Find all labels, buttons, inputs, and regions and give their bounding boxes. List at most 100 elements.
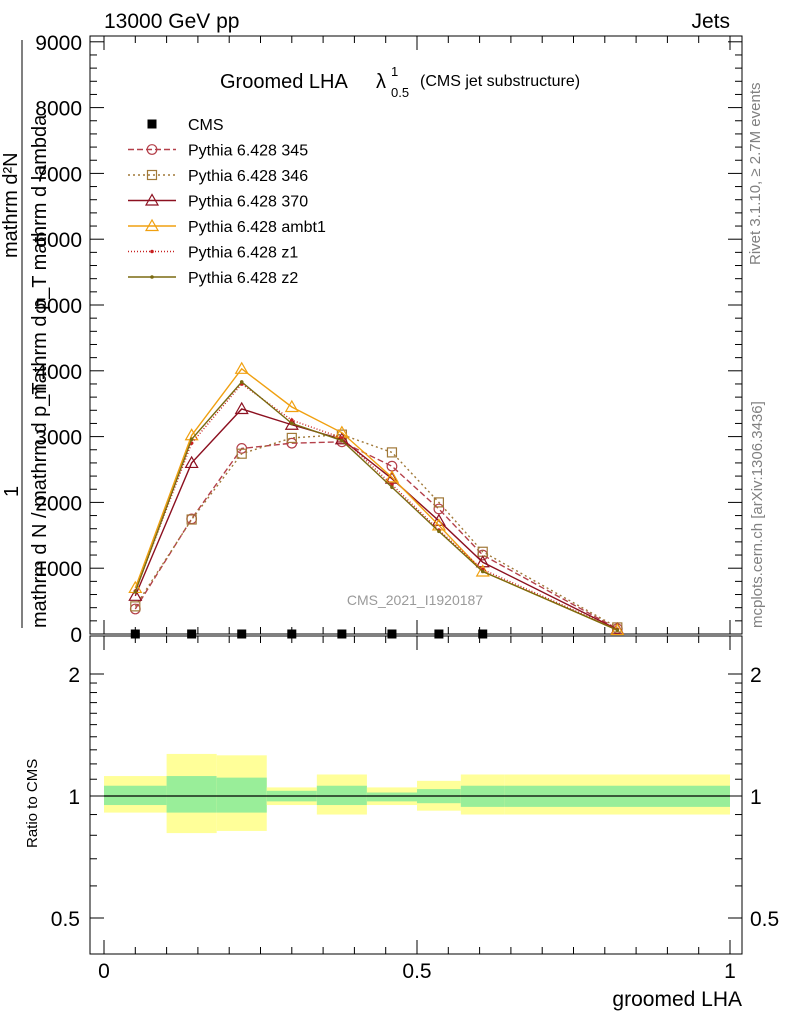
ratio-band-inner [216,777,267,813]
x-axis-label: groomed LHA [612,988,742,1011]
xtick-label: 1 [724,960,736,983]
data-point [284,399,299,413]
ratio-band-inner [366,792,417,802]
ratio-bands [104,753,730,834]
title-note: (CMS jet substructure) [420,73,580,90]
data-point [340,438,344,443]
data-point [334,432,349,445]
main-ytick-label: 2000 [35,492,82,515]
data-point [390,485,394,490]
legend-label: Pythia 6.428 345 [188,143,308,160]
main-ytick-label: 4000 [35,361,82,384]
title-main: Groomed LHA [220,71,348,93]
series-cms [130,629,488,639]
legend-label: Pythia 6.428 z1 [188,245,298,262]
series-pythia-6-428-z2 [133,380,620,632]
ylabel-denominator: mathrm d N / mathrm d p_T [29,382,51,628]
ratio-ytick-label: 1 [68,786,80,809]
ylabel-numerator: mathrm d²N [0,152,22,258]
legend-label: CMS [188,117,224,134]
legend-marker [150,275,154,279]
main-plot-frame [89,35,743,635]
legend-marker [144,218,160,232]
data-point [434,629,444,639]
data-point [384,470,399,483]
legend-entry: Pythia 6.428 z1 [128,245,298,262]
ratio-ytick-label-right: 0.5 [750,908,779,931]
data-point [615,628,620,632]
data-point [239,380,244,384]
data-point [290,421,294,426]
series-line [134,367,618,631]
ratio-band-inner [104,785,167,806]
legend-marker [144,193,160,206]
ratio-ytick-label-right: 2 [750,664,762,687]
main-ytick-label: 3000 [35,427,82,450]
main-ytick-label: 5000 [35,295,82,318]
xtick-label: 0 [98,960,110,983]
main-ytick-label: 0 [70,624,82,647]
title-superscript: 1 [391,64,398,79]
legend-entry: Pythia 6.428 346 [128,168,308,185]
analysis-watermark: CMS_2021_I1920187 [347,592,483,608]
data-point [186,514,197,525]
data-point [475,555,490,568]
data-point [437,529,441,534]
legend-entry: CMS [147,117,224,134]
legend-entry: Pythia 6.428 z2 [128,270,298,287]
main-series-group [128,361,625,639]
title-subscript: 0.5 [391,85,409,100]
ratio-ytick-label: 0.5 [51,908,80,931]
data-point [478,629,488,639]
ratio-ytick-label-right: 1 [750,786,762,809]
data-point [386,460,398,472]
data-point [234,401,249,415]
data-point [290,418,294,422]
data-point [128,588,143,601]
legend: CMS Pythia 6.428 345 Pythia 6.428 346 Pythi… [128,117,326,287]
legend-entry: Pythia 6.428 ambt1 [128,218,326,236]
legend-label: Pythia 6.428 ambt1 [188,219,326,236]
legend-label: Pythia 6.428 346 [188,168,308,185]
ylabel-numerator-denominator: mathrm d p_T mathrm d lambda [29,114,51,400]
legend-label: Pythia 6.428 z2 [188,270,298,287]
ratio-band-inner [166,776,217,813]
legend-entry: Pythia 6.428 370 [128,193,308,211]
main-ylabel: 1 mathrm d N / mathrm d p_T mathrm d²N m… [0,40,51,628]
ratio-plot-frame [89,635,743,955]
data-point [237,629,247,639]
data-point [130,629,140,639]
data-point [337,629,347,639]
main-ytick-label: 1000 [35,558,82,581]
ratio-band-inner [316,785,367,806]
rivet-label: Rivet 3.1.10, ≥ 2.7M events [747,83,764,266]
main-ytick-label: 8000 [35,98,82,121]
series-line [134,433,618,629]
ratio-axis-ticks: 0.5 0.5 1 1 2 2 0 0.5 1 [51,636,779,983]
data-point [133,590,138,594]
xtick-label: 0.5 [402,960,431,983]
ratio-ylabel: Ratio to CMS [24,759,41,848]
data-point [234,361,249,374]
data-point [480,569,485,574]
header-right: Jets [691,10,730,33]
data-point [286,437,298,449]
data-point [287,629,297,639]
data-point [433,497,445,508]
data-point [236,448,247,459]
legend-label: Pythia 6.428 370 [188,194,308,211]
data-point [386,447,398,458]
data-point [184,455,199,469]
ratio-ytick-label: 2 [68,664,80,687]
data-point [189,437,194,442]
main-ytick-label: 9000 [35,32,82,55]
data-point [286,432,297,444]
header-left: 13000 GeV pp [104,10,239,33]
plot-title: Groomed LHA λ 1 0.5 (CMS jet substructur… [220,64,580,100]
data-point [130,601,141,612]
main-ytick-label: 7000 [35,163,82,186]
legend-marker [147,119,157,129]
legend-entry: Pythia 6.428 345 [128,143,308,160]
title-lambda: λ [376,71,386,93]
